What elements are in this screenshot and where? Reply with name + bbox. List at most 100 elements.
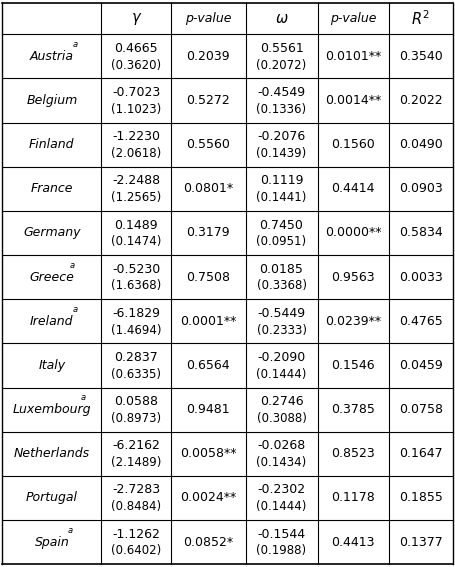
Text: 0.0185: 0.0185: [260, 263, 303, 276]
Text: Italy: Italy: [38, 359, 66, 372]
Text: (0.8973): (0.8973): [111, 412, 162, 425]
Text: -1.1262: -1.1262: [112, 528, 160, 541]
Text: 0.1178: 0.1178: [331, 492, 375, 505]
Text: (0.1441): (0.1441): [256, 191, 307, 204]
Text: -0.2302: -0.2302: [258, 484, 306, 497]
Text: 0.0758: 0.0758: [399, 403, 443, 416]
Text: (1.1023): (1.1023): [111, 103, 162, 116]
Text: a: a: [81, 393, 86, 402]
Text: a: a: [70, 261, 75, 270]
Text: (1.6368): (1.6368): [111, 280, 162, 293]
Text: $\it{\omega}$: $\it{\omega}$: [275, 11, 288, 26]
Text: (0.1336): (0.1336): [257, 103, 307, 116]
Text: 0.8523: 0.8523: [331, 447, 375, 460]
Text: (0.1439): (0.1439): [257, 147, 307, 160]
Text: (2.1489): (2.1489): [111, 456, 162, 469]
Text: 0.7450: 0.7450: [260, 218, 303, 231]
Text: -1.2230: -1.2230: [112, 130, 160, 143]
Text: 0.4765: 0.4765: [399, 315, 443, 328]
Text: (0.1474): (0.1474): [111, 235, 162, 248]
Text: (1.4694): (1.4694): [111, 324, 162, 337]
Text: 0.5272: 0.5272: [187, 94, 230, 107]
Text: (0.8484): (0.8484): [111, 500, 162, 513]
Text: (1.2565): (1.2565): [111, 191, 162, 204]
Text: 0.0490: 0.0490: [399, 138, 443, 151]
Text: $\it{R}^{2}$: $\it{R}^{2}$: [411, 9, 430, 28]
Text: 0.2022: 0.2022: [399, 94, 443, 107]
Text: (0.0951): (0.0951): [257, 235, 307, 248]
Text: 0.2837: 0.2837: [114, 351, 158, 364]
Text: Finland: Finland: [29, 138, 75, 151]
Text: Netherlands: Netherlands: [14, 447, 90, 460]
Text: 0.0001**: 0.0001**: [180, 315, 237, 328]
Text: a: a: [73, 40, 78, 49]
Text: 0.4414: 0.4414: [331, 183, 375, 195]
Text: a: a: [67, 526, 72, 535]
Text: -0.5449: -0.5449: [258, 307, 306, 320]
Text: (0.3088): (0.3088): [257, 412, 307, 425]
Text: 0.0239**: 0.0239**: [325, 315, 381, 328]
Text: 0.1377: 0.1377: [399, 536, 443, 549]
Text: 0.4665: 0.4665: [115, 42, 158, 55]
Text: -0.7023: -0.7023: [112, 86, 161, 99]
Text: (0.6335): (0.6335): [111, 368, 161, 381]
Text: 0.2746: 0.2746: [260, 395, 303, 408]
Text: 0.9563: 0.9563: [331, 270, 375, 284]
Text: 0.0459: 0.0459: [399, 359, 443, 372]
Text: (0.3368): (0.3368): [257, 280, 307, 293]
Text: Spain: Spain: [35, 536, 69, 549]
Text: 0.0903: 0.0903: [399, 183, 443, 195]
Text: 0.3540: 0.3540: [399, 50, 443, 63]
Text: -0.0268: -0.0268: [258, 439, 306, 452]
Text: 0.0101**: 0.0101**: [325, 50, 381, 63]
Text: 0.1855: 0.1855: [399, 492, 443, 505]
Text: 0.5560: 0.5560: [187, 138, 230, 151]
Text: Luxembourg: Luxembourg: [13, 403, 91, 416]
Text: (0.2072): (0.2072): [257, 58, 307, 71]
Text: 0.5834: 0.5834: [399, 226, 443, 239]
Text: 0.2039: 0.2039: [187, 50, 230, 63]
Text: 0.0588: 0.0588: [114, 395, 158, 408]
Text: 0.1647: 0.1647: [399, 447, 443, 460]
Text: -2.2488: -2.2488: [112, 175, 160, 187]
Text: 0.1546: 0.1546: [331, 359, 375, 372]
Text: 0.3179: 0.3179: [187, 226, 230, 239]
Text: (0.3620): (0.3620): [111, 58, 162, 71]
Text: 0.4413: 0.4413: [331, 536, 375, 549]
Text: -0.4549: -0.4549: [258, 86, 306, 99]
Text: (2.0618): (2.0618): [111, 147, 162, 160]
Text: France: France: [30, 183, 73, 195]
Text: Greece: Greece: [30, 270, 74, 284]
Text: (0.1434): (0.1434): [257, 456, 307, 469]
Text: -6.1829: -6.1829: [112, 307, 160, 320]
Text: 0.0024**: 0.0024**: [180, 492, 237, 505]
Text: (0.2333): (0.2333): [257, 324, 307, 337]
Text: Germany: Germany: [23, 226, 81, 239]
Text: 0.0000**: 0.0000**: [325, 226, 381, 239]
Text: Belgium: Belgium: [26, 94, 77, 107]
Text: -2.7283: -2.7283: [112, 484, 160, 497]
Text: Austria: Austria: [30, 50, 74, 63]
Text: (0.1444): (0.1444): [256, 368, 307, 381]
Text: a: a: [73, 305, 78, 314]
Text: 0.5561: 0.5561: [260, 42, 303, 55]
Text: p-value: p-value: [185, 12, 232, 25]
Text: $\it{\gamma}$: $\it{\gamma}$: [131, 11, 142, 27]
Text: 0.0058**: 0.0058**: [180, 447, 237, 460]
Text: p-value: p-value: [330, 12, 376, 25]
Text: -0.1544: -0.1544: [258, 528, 306, 541]
Text: 0.1560: 0.1560: [331, 138, 375, 151]
Text: 0.7508: 0.7508: [187, 270, 230, 284]
Text: 0.1119: 0.1119: [260, 175, 303, 187]
Text: 0.0014**: 0.0014**: [325, 94, 381, 107]
Text: 0.0852*: 0.0852*: [183, 536, 233, 549]
Text: 0.1489: 0.1489: [115, 218, 158, 231]
Text: (0.1988): (0.1988): [257, 544, 307, 557]
Text: -0.5230: -0.5230: [112, 263, 161, 276]
Text: Ireland: Ireland: [30, 315, 74, 328]
Text: -0.2090: -0.2090: [258, 351, 306, 364]
Text: 0.9481: 0.9481: [187, 403, 230, 416]
Text: 0.0801*: 0.0801*: [183, 183, 233, 195]
Text: Portugal: Portugal: [26, 492, 78, 505]
Text: 0.0033: 0.0033: [399, 270, 443, 284]
